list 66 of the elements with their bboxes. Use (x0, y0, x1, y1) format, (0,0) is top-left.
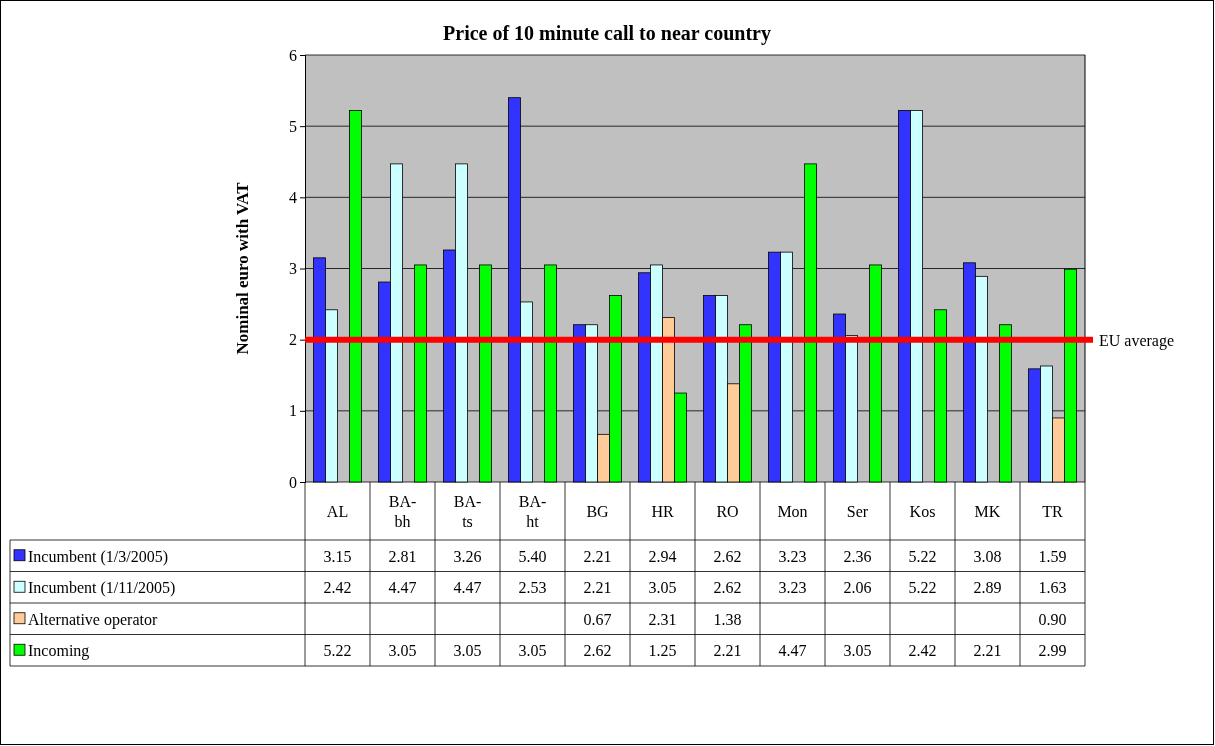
data-label: 2.21 (973, 642, 1002, 660)
data-label: 2.99 (1038, 642, 1067, 660)
legend-label: Incoming (28, 642, 90, 661)
data-label: 2.62 (713, 547, 742, 565)
x-tick-label: RO (716, 503, 739, 520)
data-label: 2.81 (388, 547, 417, 565)
legend-label: Incumbent (1/3/2005) (28, 547, 168, 566)
data-label: 2.36 (843, 547, 872, 565)
x-tick-label: Kos (909, 503, 936, 520)
legend-label: Incumbent (1/11/2005) (28, 579, 176, 598)
data-label: 2.21 (713, 642, 742, 660)
y-tick-label: 6 (289, 46, 297, 64)
data-label: 2.21 (583, 579, 612, 597)
data-label: 3.23 (778, 547, 807, 565)
y-tick-label: 3 (289, 260, 297, 278)
data-label: 4.47 (388, 579, 417, 597)
chart-title: Price of 10 minute call to near country (443, 22, 771, 45)
legend-label: Alternative operator (28, 610, 158, 629)
data-label: 3.05 (648, 579, 677, 597)
data-label: 2.42 (323, 579, 352, 597)
x-tick-label: BA-ts (453, 493, 482, 530)
data-label: 3.23 (778, 579, 807, 597)
data-label: 2.62 (583, 642, 612, 660)
data-label: 3.26 (453, 547, 482, 565)
data-label: 5.22 (908, 579, 937, 597)
x-tick-label: HR (651, 503, 674, 520)
y-tick-label: 2 (289, 331, 297, 349)
data-label: 0.90 (1038, 610, 1067, 628)
data-label: 3.05 (453, 642, 482, 660)
data-label: 3.05 (388, 642, 417, 660)
data-label: 1.59 (1038, 547, 1067, 565)
x-tick-label: Ser (846, 503, 869, 520)
ref-line-label: EU average (1099, 331, 1175, 350)
data-label: 2.42 (908, 642, 937, 660)
x-tick-label: TR (1042, 503, 1064, 520)
x-tick-label: BA-ht (518, 493, 547, 530)
y-tick-label: 4 (289, 188, 297, 206)
data-label: 1.38 (713, 610, 742, 628)
data-label: 2.31 (648, 610, 677, 628)
data-label: 1.63 (1038, 579, 1067, 597)
data-label: 2.94 (648, 547, 677, 565)
data-label: 2.62 (713, 579, 742, 597)
data-label: 3.05 (843, 642, 872, 660)
data-label: 3.05 (518, 642, 547, 660)
data-label: 2.06 (843, 579, 872, 597)
data-label: 3.15 (323, 547, 352, 565)
data-label: 2.21 (583, 547, 612, 565)
data-label: 2.53 (518, 579, 547, 597)
data-label: 4.47 (778, 642, 807, 660)
data-label: 4.47 (453, 579, 482, 597)
data-label: 2.89 (973, 579, 1002, 597)
data-label: 3.08 (973, 547, 1002, 565)
x-tick-label: BA-bh (388, 493, 417, 530)
x-tick-label: BG (586, 503, 610, 520)
x-tick-label: Mon (777, 503, 808, 520)
y-tick-label: 1 (289, 402, 297, 420)
data-label: 5.22 (908, 547, 937, 565)
data-label: 5.22 (323, 642, 352, 660)
data-label: 1.25 (648, 642, 677, 660)
x-tick-label: AL (326, 503, 349, 520)
y-tick-label: 0 (289, 473, 297, 491)
y-axis-title: Nominal euro with VAT (233, 181, 252, 355)
data-label: 0.67 (583, 610, 612, 628)
y-tick-label: 5 (289, 117, 297, 135)
data-label: 5.40 (518, 547, 547, 565)
x-tick-label: MK (974, 503, 1001, 520)
